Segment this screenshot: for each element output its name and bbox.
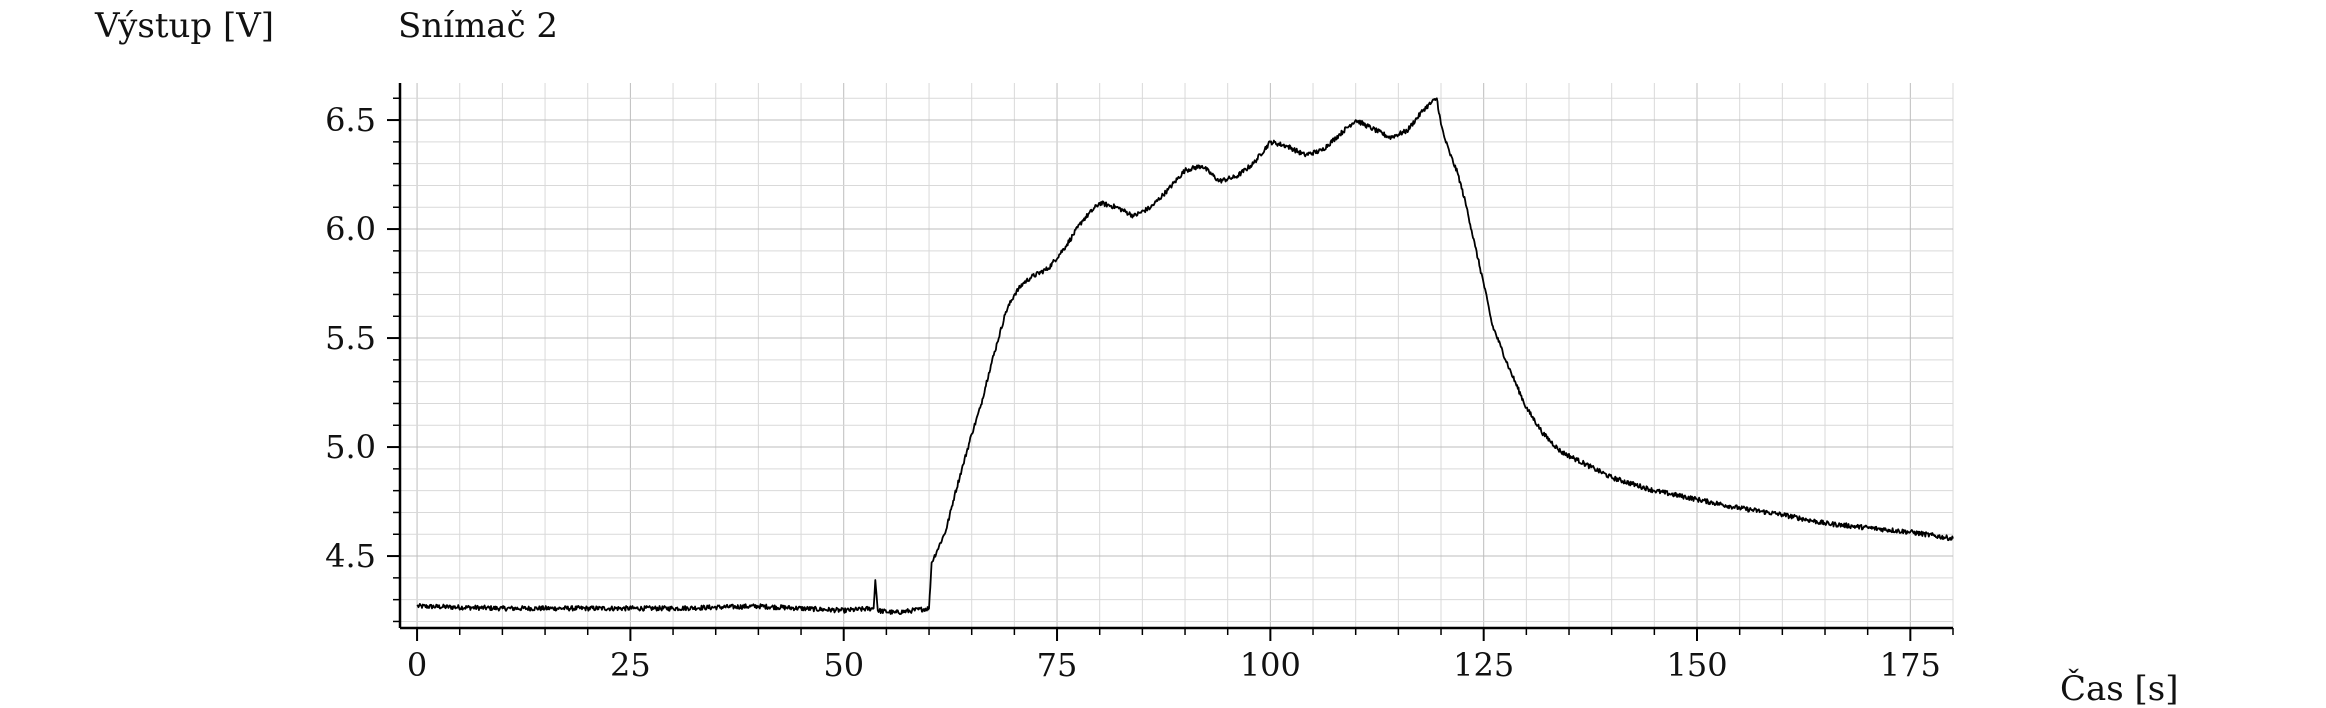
y-tick-label: 5.0 [325,428,376,466]
chart-title: Snímač 2 [398,6,558,46]
x-tick-label: 25 [610,646,651,684]
ticks: 0 25 50 75 100 125 150 175 4.5 5.0 5.5 6.0 6.5 [325,97,1954,684]
x-tick-label: 100 [1240,646,1301,684]
y-tick-label: 6.0 [325,210,376,248]
x-tick-label: 75 [1037,646,1078,684]
series-group [416,97,1954,615]
y-tick-label: 5.5 [325,319,376,357]
x-tick-label: 150 [1666,646,1727,684]
x-tick-label: 0 [407,646,427,684]
x-tick-label: 175 [1880,646,1941,684]
y-axis-title: Výstup [V] [94,6,274,46]
x-axis-title: Čas [s] [2060,668,2179,708]
axes [398,83,1953,630]
grid [400,83,1954,628]
x-tick-label: 50 [823,646,864,684]
y-tick-label: 6.5 [325,101,376,139]
y-tick-label: 4.5 [325,537,376,575]
series-line [416,97,1954,615]
x-tick-label: 125 [1453,646,1514,684]
